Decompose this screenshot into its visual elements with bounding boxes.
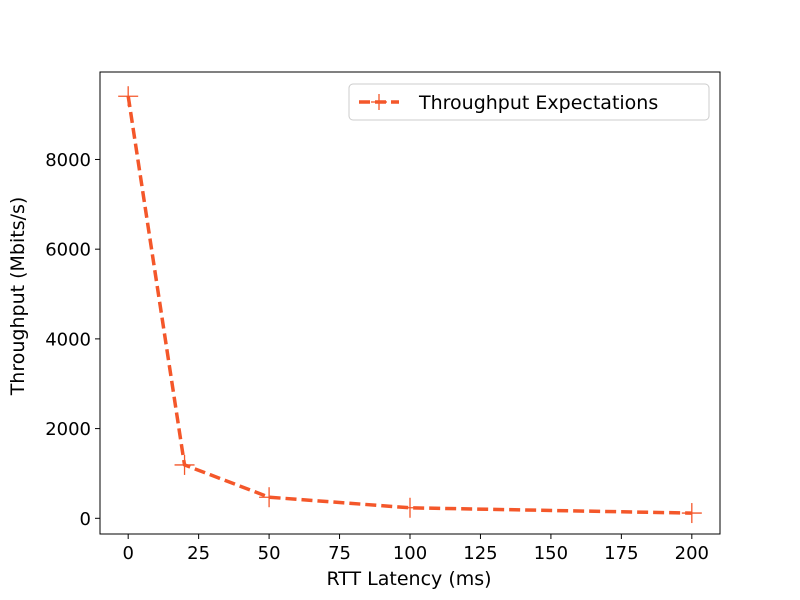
x-tick-label: 150 xyxy=(534,543,568,564)
data-point xyxy=(174,454,195,475)
series-line xyxy=(126,95,692,515)
data-point xyxy=(118,86,139,107)
y-axis-title: Throughput (Mbits/s) xyxy=(7,197,29,397)
x-axis-ticks: 0 25 50 75 100 125 150 175 200 xyxy=(122,534,709,564)
x-tick-label: 50 xyxy=(258,543,281,564)
x-tick-label: 125 xyxy=(463,543,497,564)
y-tick-label: 0 xyxy=(80,509,91,530)
legend-label: Throughput Expectations xyxy=(418,92,658,114)
y-tick-label: 4000 xyxy=(45,329,91,350)
series-layer xyxy=(118,86,702,524)
data-point xyxy=(259,487,280,508)
x-tick-label: 200 xyxy=(675,543,709,564)
legend-box xyxy=(348,83,710,121)
x-tick-label: 25 xyxy=(187,543,210,564)
legend: Throughput Expectations xyxy=(348,83,710,121)
data-point xyxy=(400,497,420,518)
y-tick-label: 8000 xyxy=(45,150,91,171)
x-tick-label: 100 xyxy=(393,543,427,564)
data-point xyxy=(681,503,702,524)
y-axis-ticks: 0 2000 4000 6000 8000 xyxy=(45,150,100,530)
x-tick-label: 0 xyxy=(122,543,133,564)
y-tick-label: 6000 xyxy=(45,240,91,261)
x-axis-title: RTT Latency (ms) xyxy=(326,568,491,590)
x-tick-label: 75 xyxy=(328,543,351,564)
y-tick-label: 2000 xyxy=(45,419,91,440)
x-tick-label: 175 xyxy=(604,543,638,564)
